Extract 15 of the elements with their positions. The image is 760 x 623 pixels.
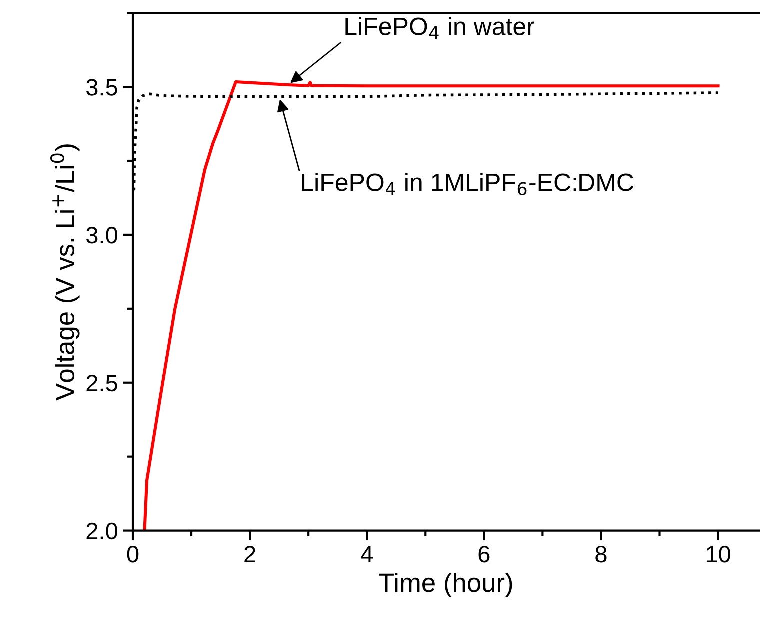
- y-axis-title: Voltage (V vs. Li$^{+}$/Li$^{0}$): [50, 144, 80, 401]
- annotation: LiFePO$_{4}$ in 1MLiPF$_{6}$-EC:DMC: [302, 173, 634, 196]
- y-tick-label: 2.5: [86, 374, 118, 392]
- x-tick-label: 4: [361, 546, 373, 562]
- y-tick-label: 3.5: [86, 79, 118, 96]
- x-tick-label: 8: [596, 546, 607, 563]
- y-tick-label: 3.0: [86, 227, 118, 244]
- y-tick-label: 2.0: [86, 522, 118, 540]
- x-tick-label: 2: [244, 546, 256, 562]
- line-series: [143, 80, 720, 531]
- x-axis-title: Time (hour): [379, 572, 512, 598]
- annotation: LiFePO$_{4}$ in water: [346, 17, 535, 40]
- x-tick-label: 10: [706, 546, 730, 563]
- x-tick-label: 6: [478, 546, 490, 563]
- x-tick-label: 0: [127, 546, 139, 563]
